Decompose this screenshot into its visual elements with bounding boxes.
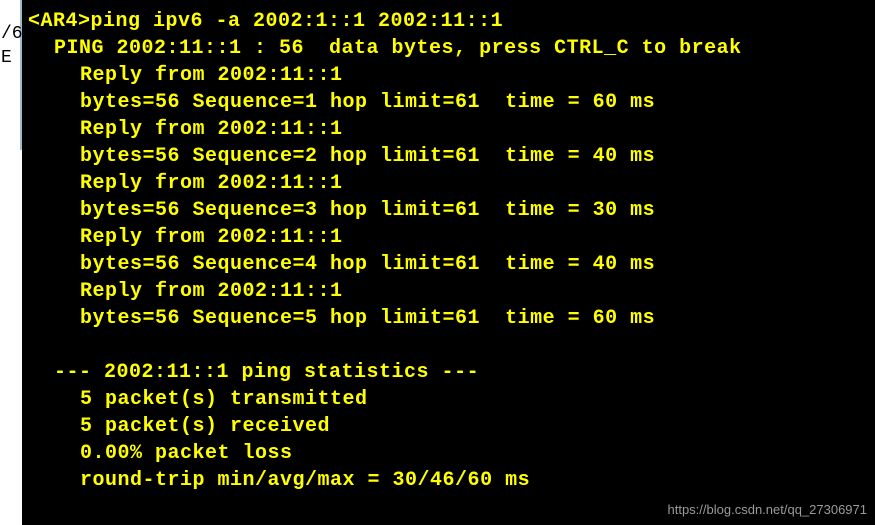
reply-from: Reply from 2002:11::1 — [28, 116, 875, 143]
reply-from: Reply from 2002:11::1 — [28, 278, 875, 305]
stats-transmitted: 5 packet(s) transmitted — [28, 386, 875, 413]
left-window-fragment: /6 E — [0, 0, 22, 150]
terminal-window[interactable]: <AR4>ping ipv6 -a 2002:1::1 2002:11::1 P… — [22, 0, 875, 525]
stats-loss: 0.00% packet loss — [28, 440, 875, 467]
reply-detail: bytes=56 Sequence=3 hop limit=61 time = … — [28, 197, 875, 224]
fragment-text-2: E — [1, 48, 12, 68]
ping-header: PING 2002:11::1 : 56 data bytes, press C… — [28, 35, 875, 62]
reply-from: Reply from 2002:11::1 — [28, 62, 875, 89]
reply-detail: bytes=56 Sequence=4 hop limit=61 time = … — [28, 251, 875, 278]
reply-from: Reply from 2002:11::1 — [28, 170, 875, 197]
reply-detail: bytes=56 Sequence=1 hop limit=61 time = … — [28, 89, 875, 116]
reply-detail: bytes=56 Sequence=2 hop limit=61 time = … — [28, 143, 875, 170]
reply-detail: bytes=56 Sequence=5 hop limit=61 time = … — [28, 305, 875, 332]
command-prompt-line: <AR4>ping ipv6 -a 2002:1::1 2002:11::1 — [28, 8, 875, 35]
reply-from: Reply from 2002:11::1 — [28, 224, 875, 251]
stats-rtt: round-trip min/avg/max = 30/46/60 ms — [28, 467, 875, 494]
stats-received: 5 packet(s) received — [28, 413, 875, 440]
stats-header: --- 2002:11::1 ping statistics --- — [28, 359, 875, 386]
fragment-text-1: /6 — [1, 24, 23, 44]
blank-line — [28, 332, 875, 359]
watermark-text: https://blog.csdn.net/qq_27306971 — [668, 502, 868, 517]
